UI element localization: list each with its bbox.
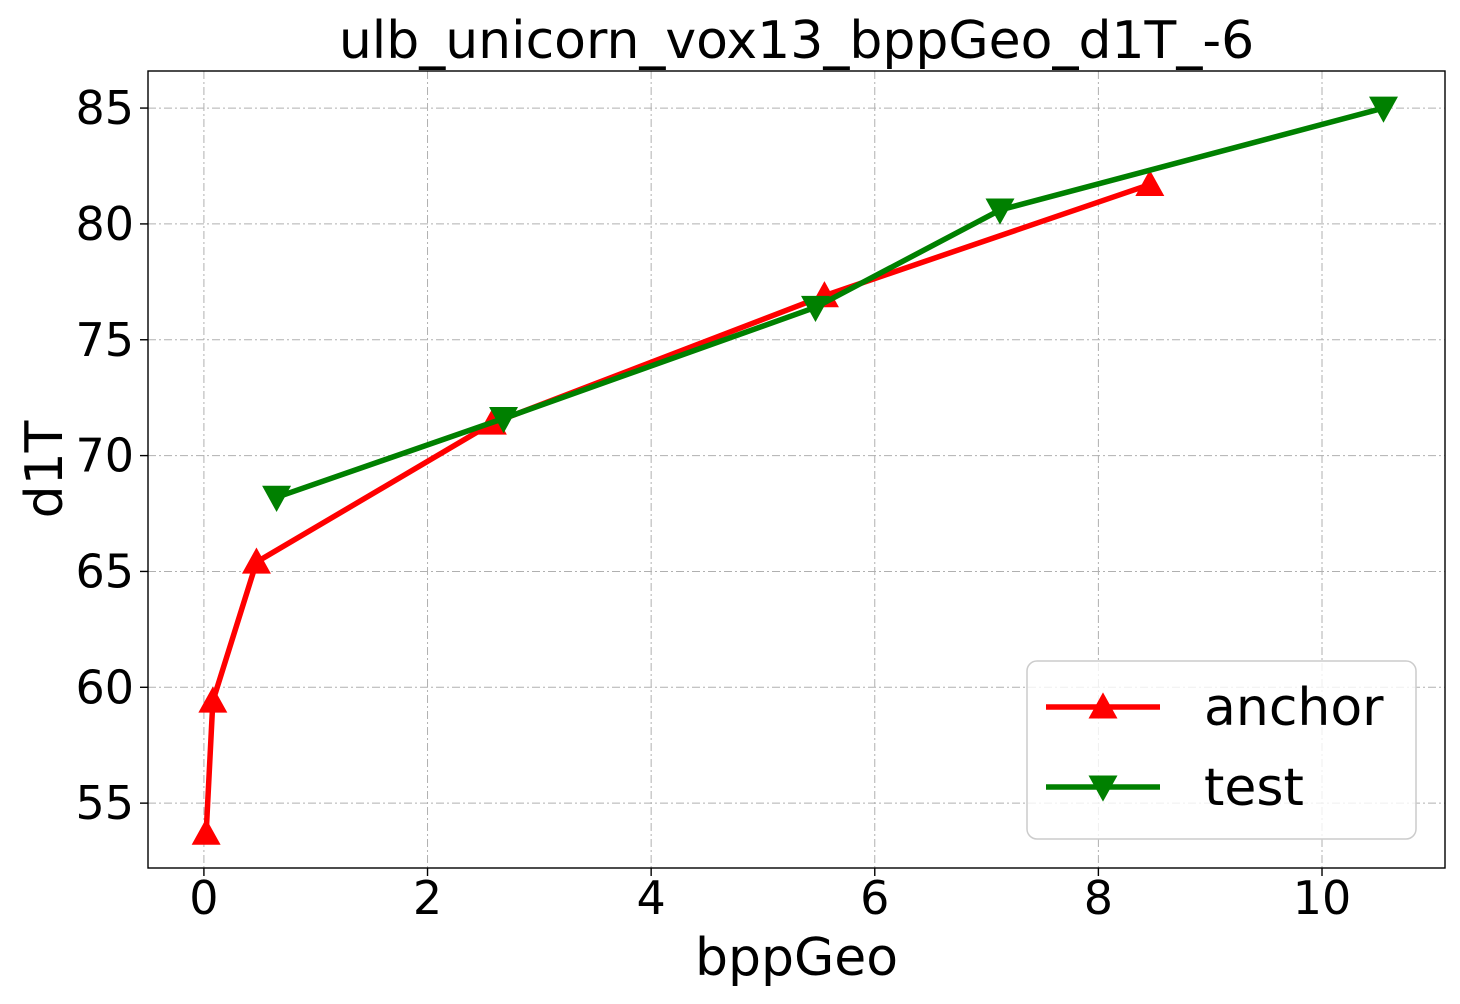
legend-entries: anchor test [1046, 678, 1384, 818]
data-point-anchor [191, 818, 221, 845]
x-tick-label: 8 [1084, 871, 1113, 925]
y-tick-label: 55 [75, 776, 134, 830]
y-tick-label: 80 [75, 197, 134, 251]
y-tick-label: 75 [75, 313, 134, 367]
y-tick-label: 70 [75, 429, 134, 483]
y-tick-label: 65 [75, 544, 134, 598]
data-point-anchor [1135, 169, 1165, 197]
data-point-test [262, 485, 292, 512]
data-point-test [1369, 96, 1398, 123]
x-tick-label: 6 [860, 871, 889, 925]
data-point-anchor [241, 547, 271, 574]
series-anchor [191, 169, 1165, 845]
y-axis-label: d1T [15, 420, 75, 518]
chart-title: ulb_unicorn_vox13_bppGeo_d1T_-6 [339, 11, 1254, 71]
x-tick-label: 4 [637, 871, 666, 925]
series-layer [191, 96, 1398, 845]
series-line-test [273, 105, 1387, 501]
x-tick-label: 0 [189, 871, 218, 925]
y-tick-label: 85 [75, 81, 134, 135]
x-axis-label: bppGeo [695, 928, 898, 988]
series-line-anchor [203, 181, 1153, 836]
plot-frame [147, 70, 1446, 869]
x-tick-label: 10 [1293, 871, 1352, 925]
data-point-test [801, 295, 830, 322]
data-point-test [489, 407, 519, 434]
data-point-test [985, 198, 1015, 225]
legend-entry-test: test [1046, 758, 1304, 818]
legend-marker [1088, 692, 1118, 719]
legend: anchor test [1026, 660, 1417, 840]
y-tick-label: 60 [75, 660, 134, 714]
series-test [262, 96, 1398, 512]
legend-label: test [1204, 758, 1304, 818]
legend-entry-anchor: anchor [1046, 678, 1384, 738]
data-point-anchor [198, 686, 228, 713]
x-tick-label: 2 [413, 871, 442, 925]
tick-layer: 0 2 4 6 8 10 55 60 65 70 75 80 85 [75, 81, 1351, 925]
legend-label: anchor [1204, 678, 1384, 738]
legend-marker [1088, 775, 1118, 802]
